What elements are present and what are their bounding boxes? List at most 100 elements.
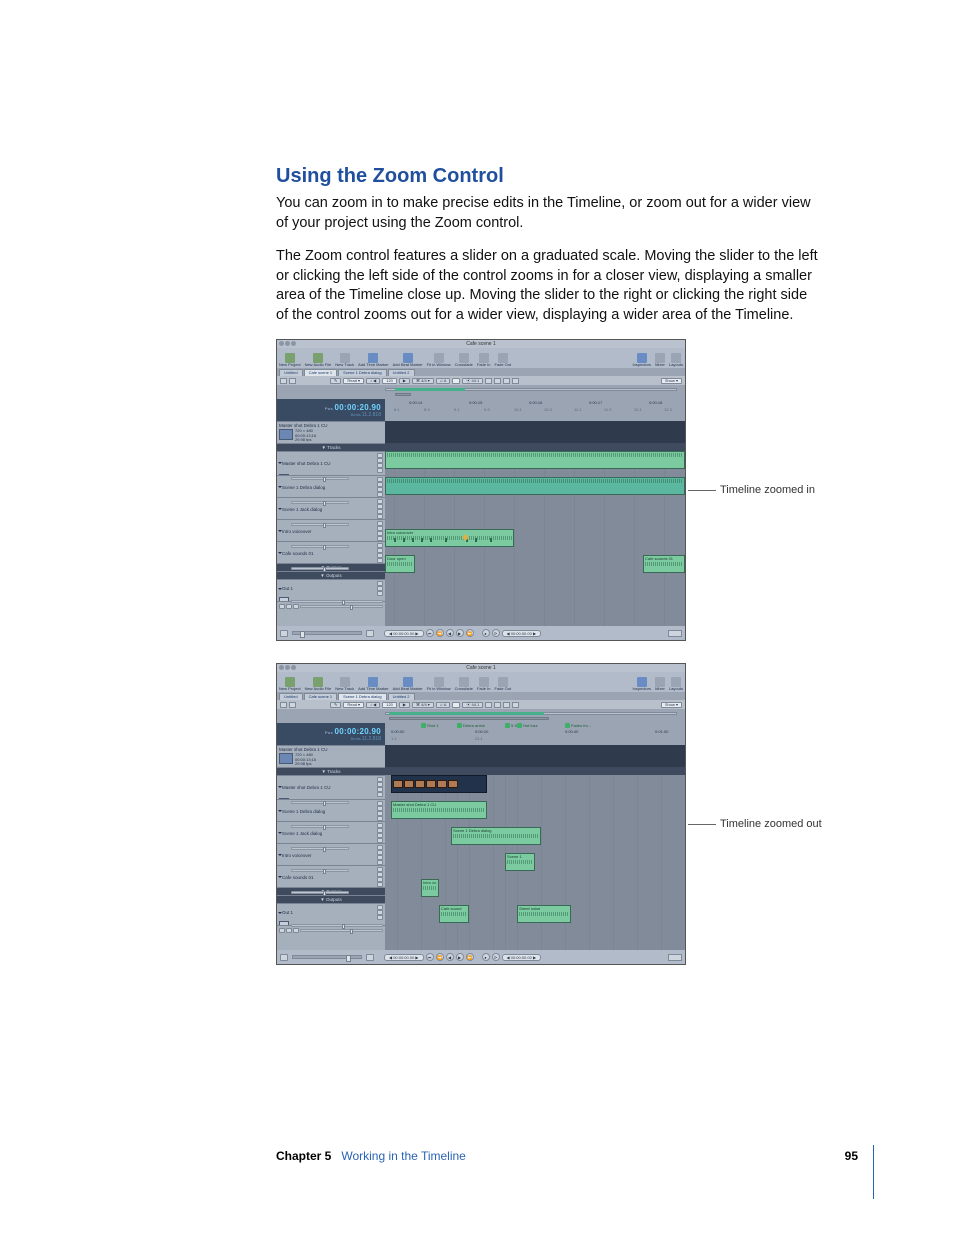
control-pill[interactable]: ⦿ 44.1 (462, 702, 483, 708)
control-pill[interactable]: ♫ A (436, 378, 451, 384)
record-icon[interactable]: ● (482, 953, 490, 961)
track-volume-slider[interactable] (291, 801, 349, 804)
overview-scrubber[interactable] (277, 385, 685, 399)
toolbar-button[interactable]: Add Beat Marker (393, 677, 423, 691)
cycle-icon[interactable]: ⟳ (492, 629, 500, 637)
view-toggle-button[interactable] (494, 378, 501, 384)
toolbar-button[interactable]: New Audio File (305, 677, 332, 691)
document-tab[interactable]: Untitled 2 (388, 369, 415, 376)
clip[interactable]: Scene 1 (505, 853, 535, 871)
control-button[interactable] (280, 702, 287, 708)
control-pill[interactable]: ♪ ◀ (366, 378, 380, 384)
play-icon[interactable]: ▶ (456, 953, 464, 961)
zoom-out-icon[interactable] (366, 630, 374, 637)
zoom-out-icon[interactable] (366, 954, 374, 961)
clip[interactable]: Door open (385, 555, 415, 573)
control-pill[interactable]: ⦿ 44.1 (462, 378, 483, 384)
toolbar-button[interactable]: Fit in Window (427, 677, 451, 691)
control-pill[interactable]: ✎ (330, 378, 341, 384)
toolbar-button[interactable]: Fade Out (494, 677, 511, 691)
track-volume-slider[interactable] (291, 847, 349, 850)
left-locator-field[interactable]: ◀ 00:00:00.00 ▶ (384, 630, 424, 637)
clip[interactable] (385, 451, 685, 469)
track-header[interactable]: Master shot Debra 1 CUOut 1 (277, 451, 385, 475)
window-controls[interactable] (279, 665, 296, 670)
toolbar-button[interactable]: Mixer (655, 677, 665, 691)
time-ruler[interactable]: 0:00:140:00:150:00:160:00:170:00:188.18.… (385, 399, 685, 421)
control-pill[interactable]: 120 (382, 702, 397, 708)
document-tab[interactable]: Untitled (279, 693, 303, 700)
document-tab[interactable]: Cafe scene 1 (304, 369, 338, 376)
control-pill[interactable]: ▶ (399, 378, 410, 384)
zoom-in-icon[interactable] (280, 954, 288, 961)
track-volume-slider[interactable] (291, 891, 349, 894)
master-button[interactable] (293, 928, 299, 933)
track-state-button[interactable] (377, 792, 383, 797)
control-pill[interactable]: Show ▾ (661, 702, 682, 708)
control-pill[interactable]: Show ▾ (661, 378, 682, 384)
document-tab[interactable]: Untitled (279, 369, 303, 376)
toolbar-button[interactable]: Fade In (477, 677, 491, 691)
toolbar-button[interactable]: Crossfade (455, 677, 473, 691)
document-tab[interactable]: Untitled 2 (388, 693, 415, 700)
window-controls[interactable] (279, 341, 296, 346)
clips-area[interactable]: Master shot Debra 1 CUScene 1 Debra dial… (385, 745, 685, 950)
tracks-section-header[interactable]: ▼ Tracks (277, 767, 385, 775)
right-locator-field[interactable]: ◀ 00:00:00.00 ▶ (502, 630, 542, 637)
master-button[interactable] (279, 928, 285, 933)
output-track-header[interactable]: Out 1 (277, 579, 385, 601)
clip[interactable]: Intro vo (421, 879, 439, 897)
toolbar-button[interactable]: New Project (279, 353, 301, 367)
track-volume-slider[interactable] (291, 869, 349, 872)
output-track-header[interactable]: Out 1 (277, 903, 385, 925)
toolbar-button[interactable]: Add Time Marker (358, 353, 388, 367)
track-header[interactable]: Master shot Debra 1 CUOut 1 (277, 775, 385, 799)
view-toggle-button[interactable] (503, 702, 510, 708)
cycle-icon[interactable]: ⟳ (492, 953, 500, 961)
overview-scrubber[interactable] (277, 709, 685, 723)
toolbar-button[interactable]: Fit in Window (427, 353, 451, 367)
control-pill[interactable]: ♫ A (436, 702, 451, 708)
control-pill[interactable]: ✎ (330, 702, 341, 708)
record-icon[interactable]: ● (482, 629, 490, 637)
zoom-in-icon[interactable] (280, 630, 288, 637)
toolbar-button[interactable]: Layouts (669, 353, 683, 367)
document-tab[interactable]: Cafe scene 1 (304, 693, 338, 700)
forward-icon[interactable]: ⏩ (466, 629, 474, 637)
play-icon[interactable]: ▶ (456, 629, 464, 637)
go-start-icon[interactable]: ⏮ (426, 953, 434, 961)
timeline-scroll-buttons[interactable] (668, 954, 682, 961)
master-button[interactable] (286, 604, 292, 609)
master-button[interactable] (279, 604, 285, 609)
toolbar-button[interactable]: Add Beat Marker (393, 353, 423, 367)
forward-icon[interactable]: ⏩ (466, 953, 474, 961)
left-locator-field[interactable]: ◀ 00:00:00.00 ▶ (384, 954, 424, 961)
track-state-button[interactable] (377, 915, 383, 920)
clip[interactable]: Cafe sound (439, 905, 469, 923)
output-volume-slider[interactable] (291, 924, 383, 927)
track-volume-slider[interactable] (291, 567, 349, 570)
document-tab[interactable]: Scene 1 Debra dialog (338, 693, 386, 700)
toolbar-button[interactable]: New Project (279, 677, 301, 691)
track-volume-slider[interactable] (291, 825, 349, 828)
view-toggle-button[interactable] (512, 702, 519, 708)
go-start-icon[interactable]: ⏮ (426, 629, 434, 637)
rewind-icon[interactable]: ⏪ (436, 953, 444, 961)
outputs-section-header[interactable]: ▼ Outputs (277, 571, 385, 579)
toolbar-button[interactable]: Crossfade (455, 353, 473, 367)
toolbar-button[interactable]: Mixer (655, 353, 665, 367)
control-pill[interactable]: Read ▾ (343, 378, 364, 384)
track-volume-slider[interactable] (291, 545, 349, 548)
master-button[interactable] (293, 604, 299, 609)
view-toggle-button[interactable] (485, 378, 492, 384)
output-volume-slider[interactable] (291, 600, 383, 603)
outputs-section-header[interactable]: ▼ Outputs (277, 895, 385, 903)
zoom-slider[interactable] (292, 631, 362, 635)
toolbar-button[interactable]: Fade Out (494, 353, 511, 367)
timeline-scroll-buttons[interactable] (668, 630, 682, 637)
toolbar-button[interactable]: Add Time Marker (358, 677, 388, 691)
play-back-icon[interactable]: ◀ (446, 953, 454, 961)
control-pill[interactable] (452, 702, 460, 708)
toolbar-button[interactable]: New Audio File (305, 353, 332, 367)
toolbar-button[interactable]: Inspectors (633, 677, 651, 691)
